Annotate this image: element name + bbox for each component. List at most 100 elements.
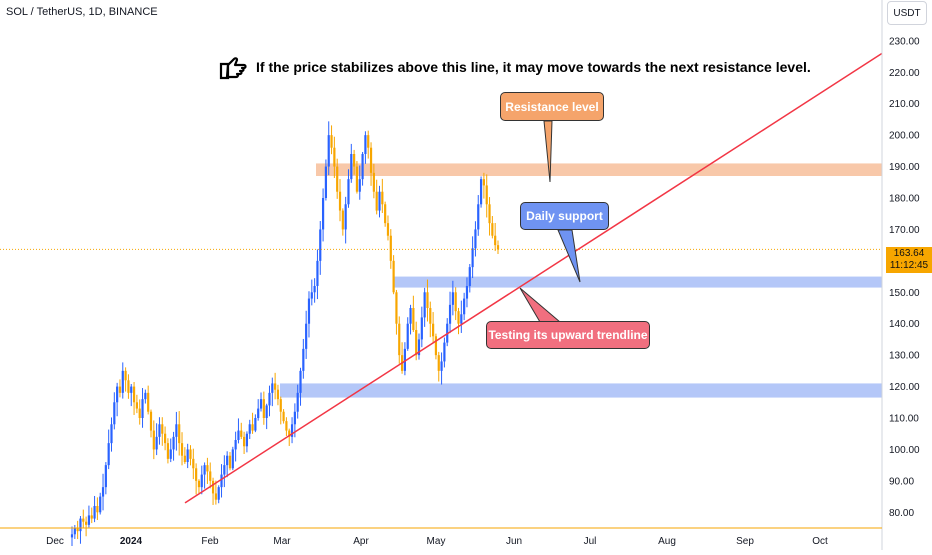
resistance-label: Resistance level [500,92,604,121]
candle-body [79,518,82,532]
time-tick-label: Feb [201,536,219,547]
candle-body [448,304,452,324]
candle [104,462,107,495]
candle [262,391,265,425]
candle-body [226,455,229,466]
candle [285,417,288,436]
time-tick-label: Jun [506,536,522,547]
candle-body [110,424,113,444]
zone-3 [280,383,882,398]
candle [113,392,116,430]
candle-body [386,223,390,236]
candle [341,208,344,236]
symbol-title: SOL / TetherUS, 1D, BINANCE [6,6,158,18]
candle-body [127,380,130,393]
candle [485,174,488,218]
candle [288,428,291,446]
candle-body [189,449,192,459]
candle [73,524,76,539]
candle-body [395,292,398,324]
candle [330,125,333,155]
candle-body [434,336,438,356]
candle-body [460,314,463,324]
candle-body [423,292,426,318]
candle-body [355,166,359,192]
candle [463,292,466,321]
candle [116,382,119,417]
candle-body [175,424,178,437]
candle-body [138,408,141,418]
candle [144,389,147,404]
trendline[interactable] [184,52,883,504]
candle-body [155,436,158,450]
candle [240,422,243,440]
candle-body [321,198,325,230]
candle [355,161,359,194]
candle [99,492,102,515]
time-tick-label: Dec [46,536,64,547]
candle-body [242,436,246,447]
candle [432,312,435,344]
candle-body [293,411,296,425]
candle-body [183,455,186,462]
price-tick-label: 170.00 [889,225,920,236]
candle [248,419,251,440]
candle-body [432,323,435,337]
candle [305,310,308,359]
candle [409,304,412,335]
candle [163,426,167,451]
candle-body [316,260,319,286]
candle [437,351,440,382]
time-tick-label: 2024 [120,536,143,547]
candle-body [245,433,249,447]
candle [420,306,423,348]
candle [214,480,217,505]
candle [107,429,110,470]
candle-body [319,229,322,261]
candle-body [262,399,265,418]
candle [101,473,105,511]
candle-body [482,179,485,186]
pointing-hand-icon [219,57,247,80]
candle [479,176,483,208]
price-tick-label: 190.00 [889,162,920,173]
resistance-pointer [543,120,553,183]
candle [175,411,178,451]
candle [364,131,367,164]
candle [189,445,192,466]
candle [406,317,409,351]
candle-body [426,292,429,308]
time-tick-label: May [427,536,446,547]
candle-body [282,411,285,422]
price-tick-label: 120.00 [889,382,920,393]
candle [217,485,220,504]
currency-selector[interactable]: USDT [887,1,927,25]
candle [186,443,189,469]
candle-body [166,443,170,459]
candle [147,385,150,415]
candle [372,163,375,199]
candle [141,388,144,428]
candle-body [130,386,133,393]
candle-body [454,292,457,312]
candle [358,165,361,200]
candle [403,342,407,376]
candle [234,431,237,462]
candle [468,264,471,293]
candle [338,179,342,222]
candle-body [341,210,344,230]
candle-body [361,154,364,180]
candle-body [406,323,409,349]
candle-body [223,465,226,475]
callout-text: If the price stabilizes above this line,… [256,59,811,75]
candle-body [330,135,333,148]
candle-body [104,465,107,488]
candle [178,411,181,456]
bar-countdown: 11:12:45 [889,260,929,271]
candle-body [220,474,223,488]
candle-body [479,179,483,205]
candle-body [474,229,477,249]
price-tick-label: 90.00 [889,476,914,487]
